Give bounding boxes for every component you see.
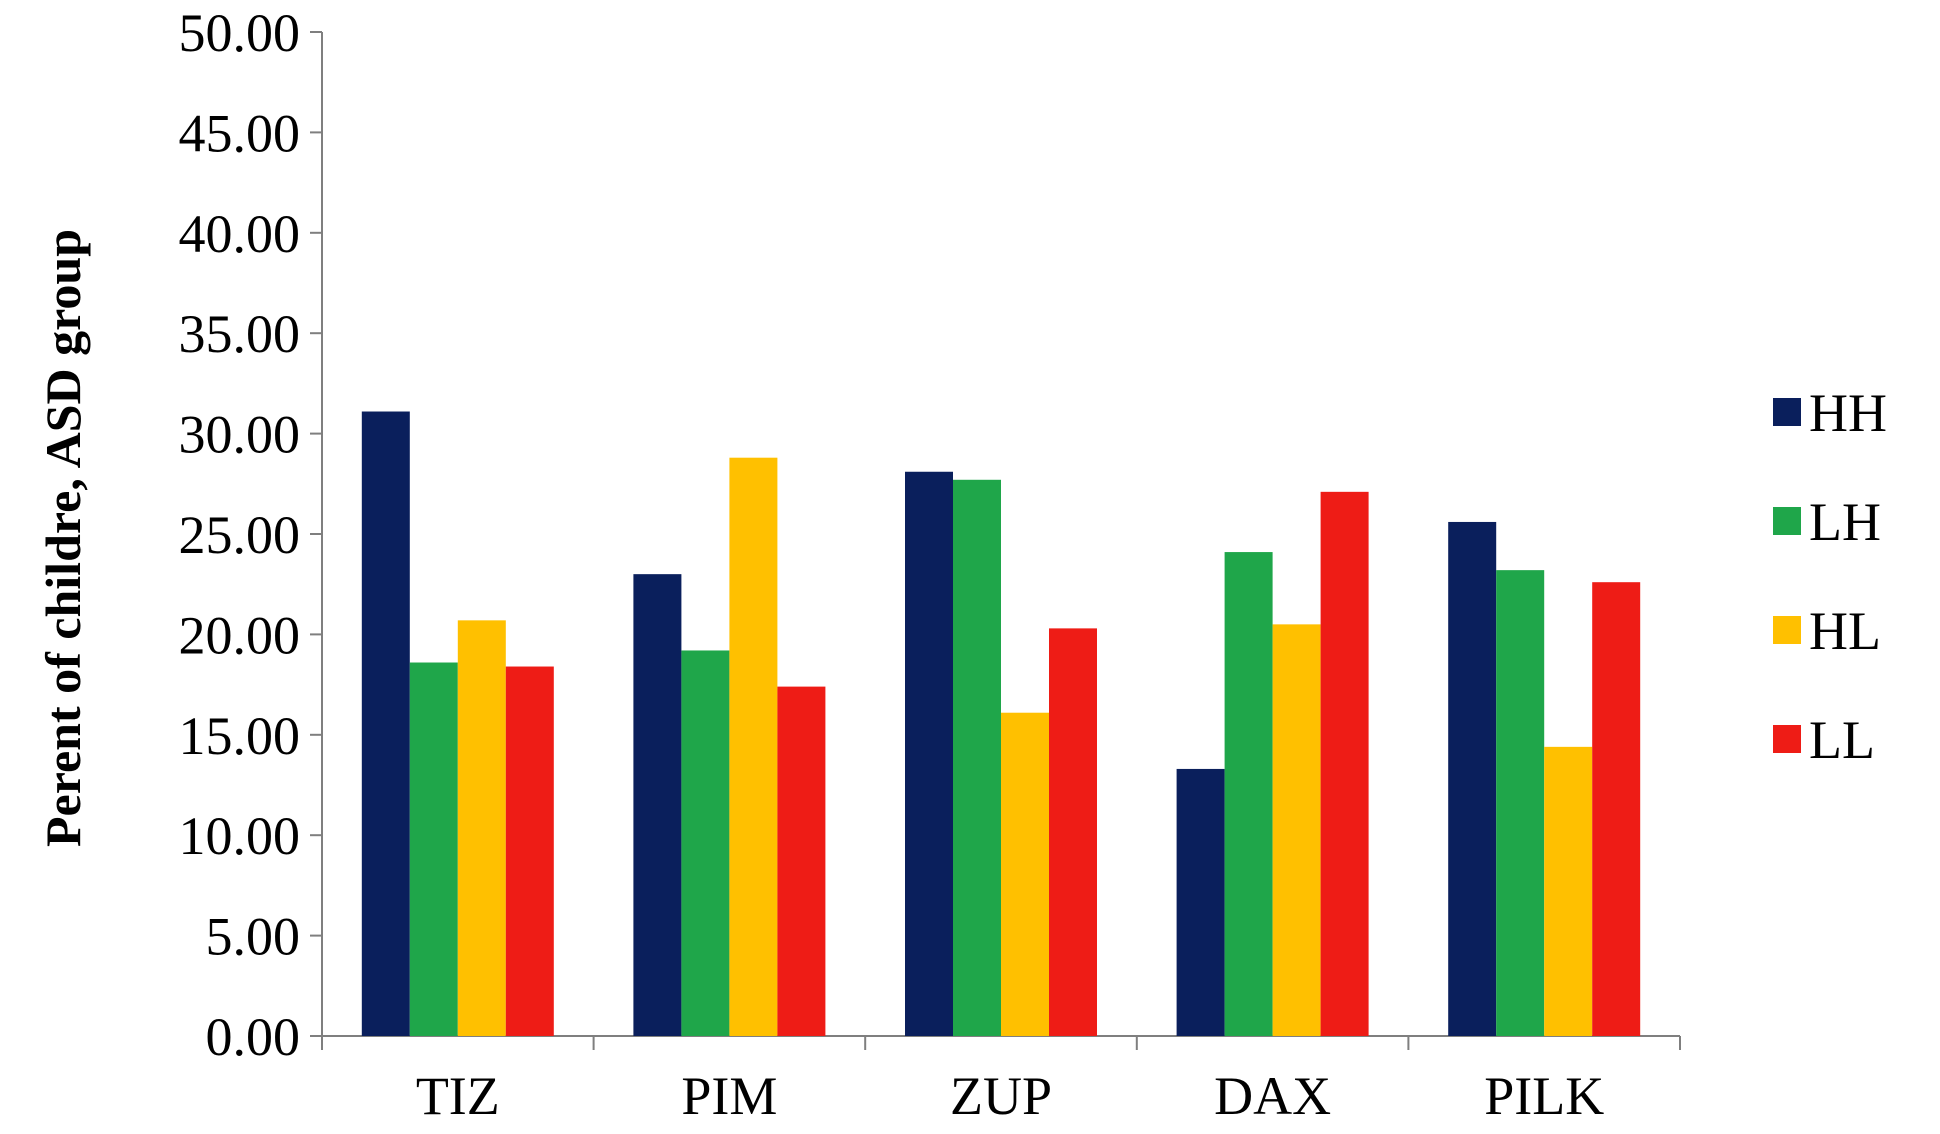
x-tick-label: DAX [1214,1066,1331,1126]
y-tick-label: 45.00 [179,103,301,163]
bar-hl-pim [729,457,778,1036]
bar-hl-pilk [1544,746,1593,1036]
y-tick-label: 20.00 [179,605,301,665]
y-tick-label: 50.00 [179,3,301,63]
bar-lh-pilk [1496,570,1545,1036]
bar-lh-dax [1224,552,1273,1036]
legend-swatch-hl [1773,616,1801,644]
legend-swatch-ll [1773,725,1801,753]
legend-label-hh: HH [1809,383,1887,443]
bar-ll-pim [777,686,826,1036]
y-tick-label: 10.00 [179,806,301,866]
x-tick-label: PILK [1484,1066,1604,1126]
y-tick-label: 35.00 [179,304,301,364]
x-tick-label: TIZ [416,1066,500,1126]
bar-hh-tiz [361,411,410,1037]
x-axis-labels: TIZ PIM ZUP DAX PILK [416,1066,1604,1126]
bar-lh-pim [681,650,730,1036]
y-tick-label: 30.00 [179,405,301,465]
bar-ll-pilk [1592,582,1641,1036]
legend: HH LH HL LL [1773,383,1887,770]
legend-swatch-hh [1773,398,1801,426]
bar-hl-dax [1272,624,1321,1036]
y-tick-label: 40.00 [179,204,301,264]
y-tick-label: 0.00 [206,1007,301,1067]
bars [361,411,1641,1037]
x-tick-label: ZUP [950,1066,1052,1126]
y-axis-title: Perent of childre, ASD group [35,229,91,847]
bar-hh-pilk [1448,521,1497,1036]
y-tick-label: 25.00 [179,505,301,565]
bar-lh-tiz [409,662,458,1036]
bar-hh-pim [633,574,682,1036]
bar-ll-dax [1320,491,1369,1036]
y-tick-label: 5.00 [206,907,301,967]
legend-swatch-lh [1773,507,1801,535]
bar-ll-tiz [505,666,554,1036]
y-tick-label: 15.00 [179,706,301,766]
x-tick-label: PIM [681,1066,777,1126]
y-axis-title-group: Perent of childre, ASD group [35,229,91,847]
bar-hh-zup [905,471,953,1036]
bar-hl-zup [1001,712,1049,1036]
legend-label-ll: LL [1809,710,1875,770]
bar-ll-zup [1049,628,1097,1036]
y-axis-ticks: 0.00 5.00 10.00 15.00 20.00 25.00 30.00 35.00 40… [179,3,322,1067]
legend-label-lh: LH [1809,492,1881,552]
bar-hl-tiz [457,620,506,1036]
legend-label-hl: HL [1809,601,1881,661]
bar-lh-zup [953,479,1001,1036]
bar-hh-dax [1176,768,1225,1036]
